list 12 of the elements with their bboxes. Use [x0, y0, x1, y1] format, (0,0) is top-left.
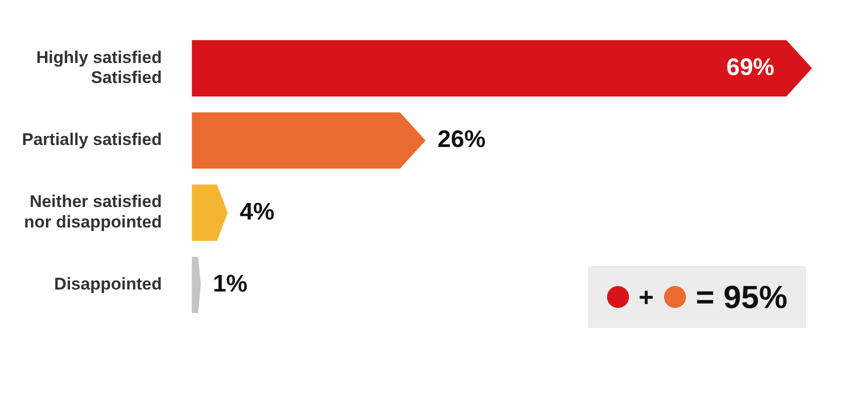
bar	[192, 40, 812, 96]
data-label: 4%	[240, 198, 274, 226]
data-label: 69%	[726, 54, 774, 81]
y-tick-label: Partially satisfied	[22, 130, 162, 150]
annotation: = 95%	[696, 278, 788, 316]
y-tick-label: Neither satisfied nor disappointed	[24, 192, 162, 232]
annotation: +	[638, 282, 654, 312]
data-label: 1%	[212, 270, 248, 298]
y-tick-label: Highly satisfied Satisfied	[36, 48, 162, 88]
bar	[192, 112, 426, 169]
data-label: 26%	[438, 126, 486, 154]
y-tick-label: Disappointed	[54, 274, 162, 294]
